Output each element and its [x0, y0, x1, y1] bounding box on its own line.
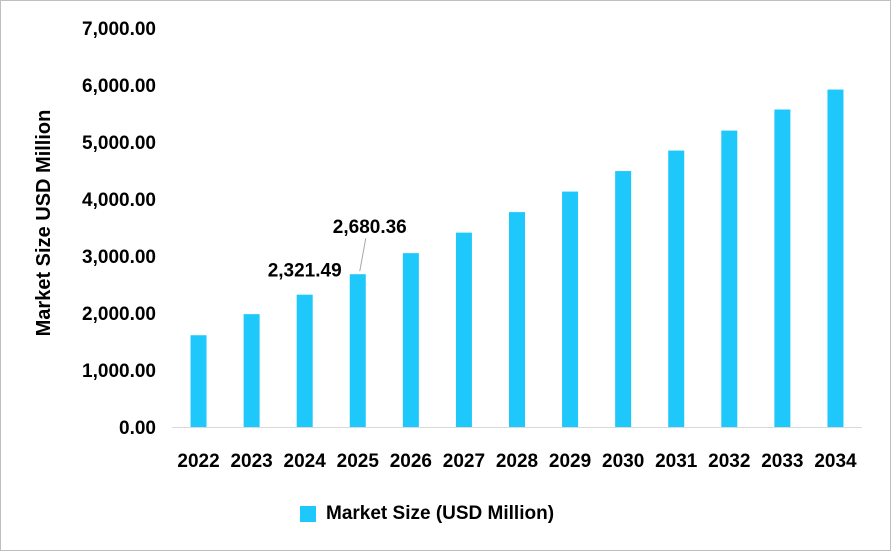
bar — [190, 335, 207, 427]
y-tick-label: 6,000.00 — [82, 76, 156, 97]
bars — [190, 89, 844, 428]
y-tick-label: 1,000.00 — [82, 361, 156, 382]
bar — [615, 171, 632, 427]
data-label: 2,680.36 — [333, 217, 407, 238]
x-tick-label: 2023 — [230, 451, 272, 472]
x-tick-label: 2025 — [337, 451, 380, 472]
y-tick-label: 7,000.00 — [82, 19, 156, 40]
bar — [402, 253, 419, 427]
bar — [455, 232, 472, 427]
x-tick-label: 2029 — [549, 451, 591, 472]
bar — [349, 274, 366, 427]
data-labels: 2,321.49 2,680.36 — [268, 217, 407, 281]
x-tick-label: 2034 — [814, 451, 857, 472]
bar — [562, 191, 579, 427]
y-axis-label: Market Size USD Million — [33, 110, 55, 337]
bar — [774, 109, 791, 427]
bar — [243, 314, 260, 427]
y-tick-label: 2,000.00 — [82, 304, 156, 325]
x-tick-label: 2026 — [390, 451, 432, 472]
bar — [827, 89, 844, 427]
bar — [668, 150, 685, 428]
legend-label: Market Size (USD Million) — [326, 503, 555, 524]
x-tick-label: 2022 — [177, 451, 219, 472]
bar — [296, 294, 313, 427]
y-tick-label: 5,000.00 — [82, 133, 156, 154]
x-tick-label: 2031 — [655, 451, 698, 472]
y-tick-label: 0.00 — [119, 418, 156, 439]
y-tick-label: 4,000.00 — [82, 190, 156, 211]
data-label: 2,321.49 — [268, 261, 342, 282]
x-tick-label: 2030 — [602, 451, 644, 472]
x-tick-label: 2033 — [761, 451, 803, 472]
x-tick-label: 2027 — [443, 451, 485, 472]
x-axis-ticks: 2022 2023 2024 2025 2026 2027 2028 2029 2030 2031… — [177, 451, 857, 472]
legend: Market Size (USD Million) — [300, 503, 554, 525]
y-tick-label: 3,000.00 — [82, 247, 156, 268]
bar — [509, 212, 525, 427]
bar — [721, 130, 738, 427]
x-tick-label: 2032 — [708, 451, 750, 472]
x-tick-label: 2024 — [284, 451, 327, 472]
data-label-leader-line — [359, 238, 367, 272]
legend-swatch — [300, 506, 316, 522]
x-tick-label: 2028 — [496, 451, 538, 472]
y-axis-ticks: 0.00 1,000.00 2,000.00 3,000.00 4,000.00 5,00… — [82, 19, 156, 439]
